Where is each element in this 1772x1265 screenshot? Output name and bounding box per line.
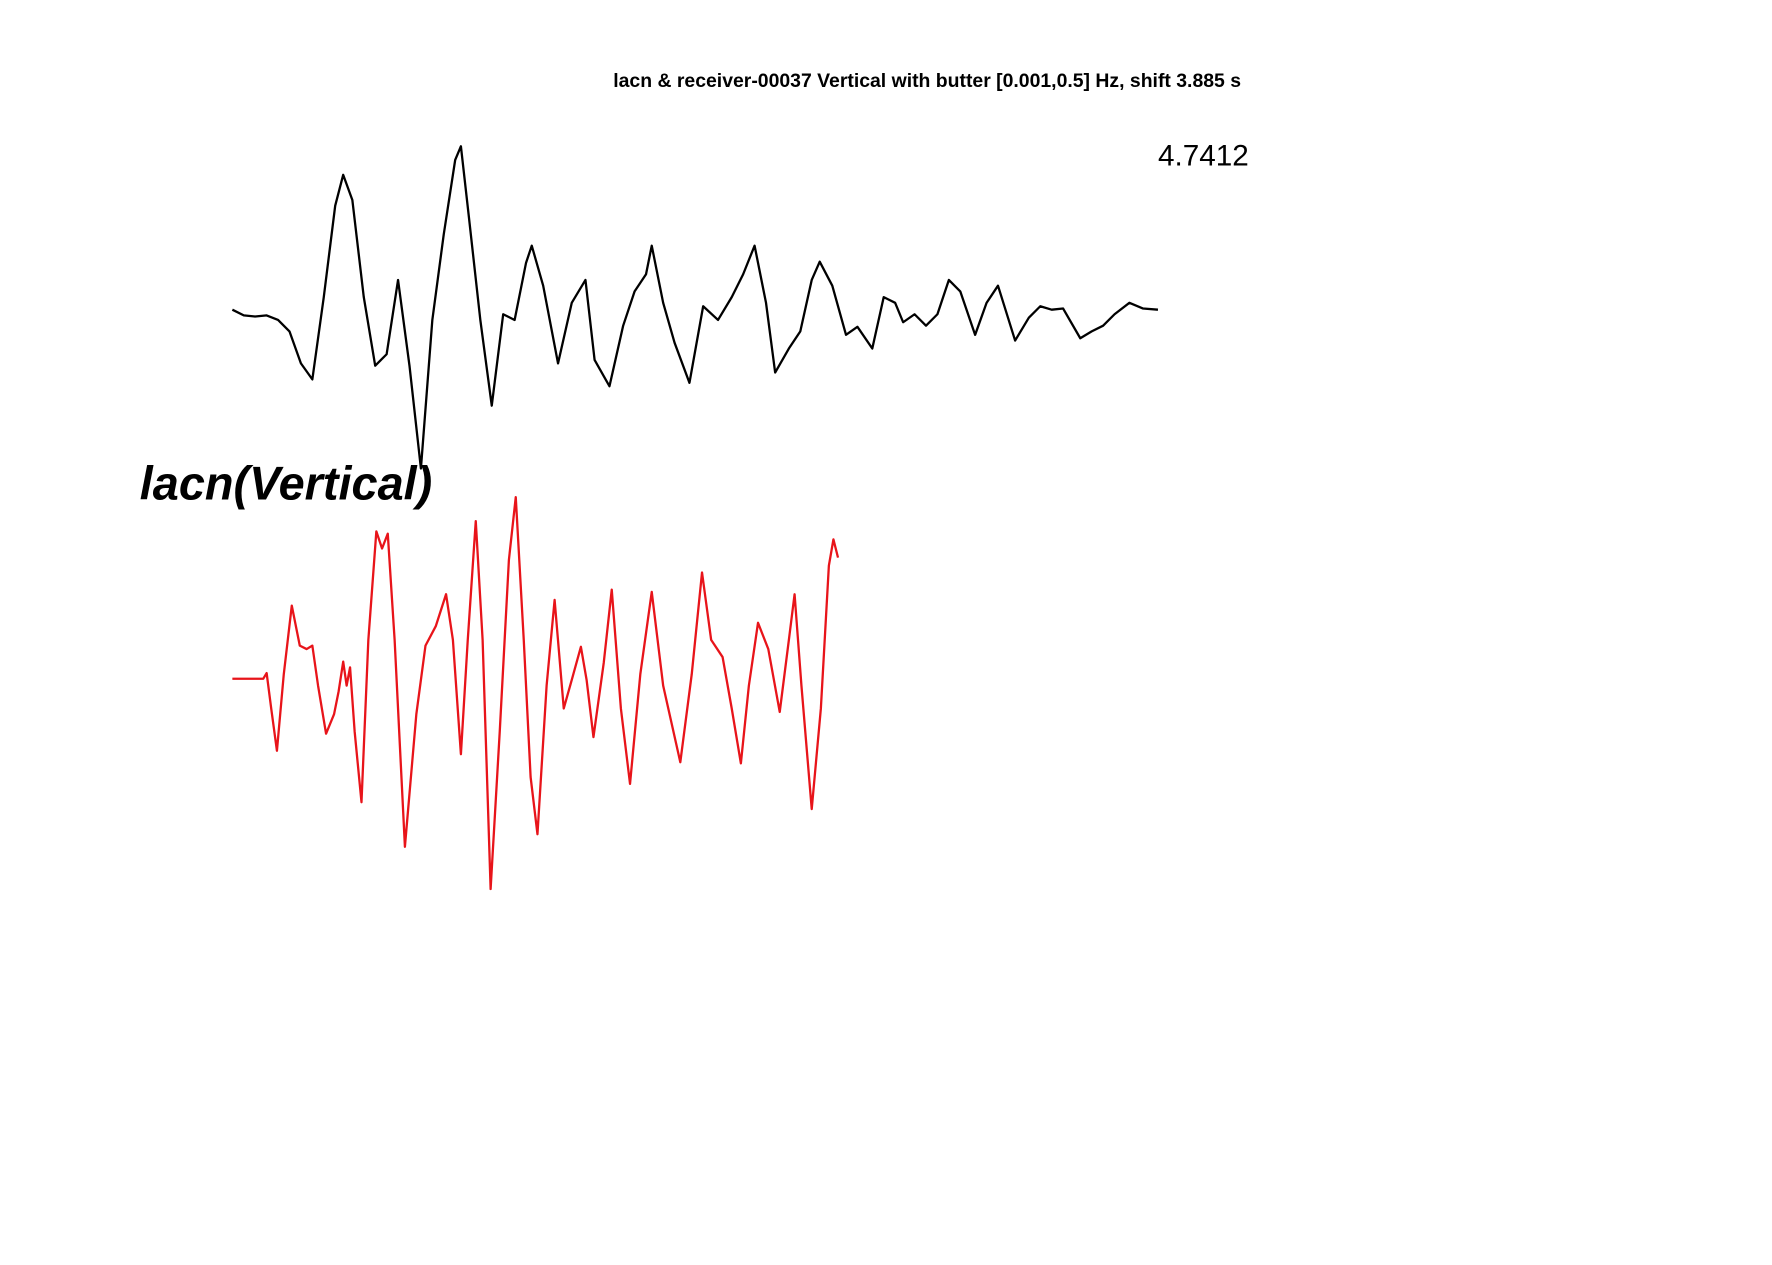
trace-label: lacn(Vertical) [140,457,432,509]
trace-line [231,145,1159,470]
chart-title: lacn & receiver-00037 Vertical with butt… [613,70,1241,92]
annotation: 4.7412 [1158,140,1249,173]
trace-line [232,495,840,891]
